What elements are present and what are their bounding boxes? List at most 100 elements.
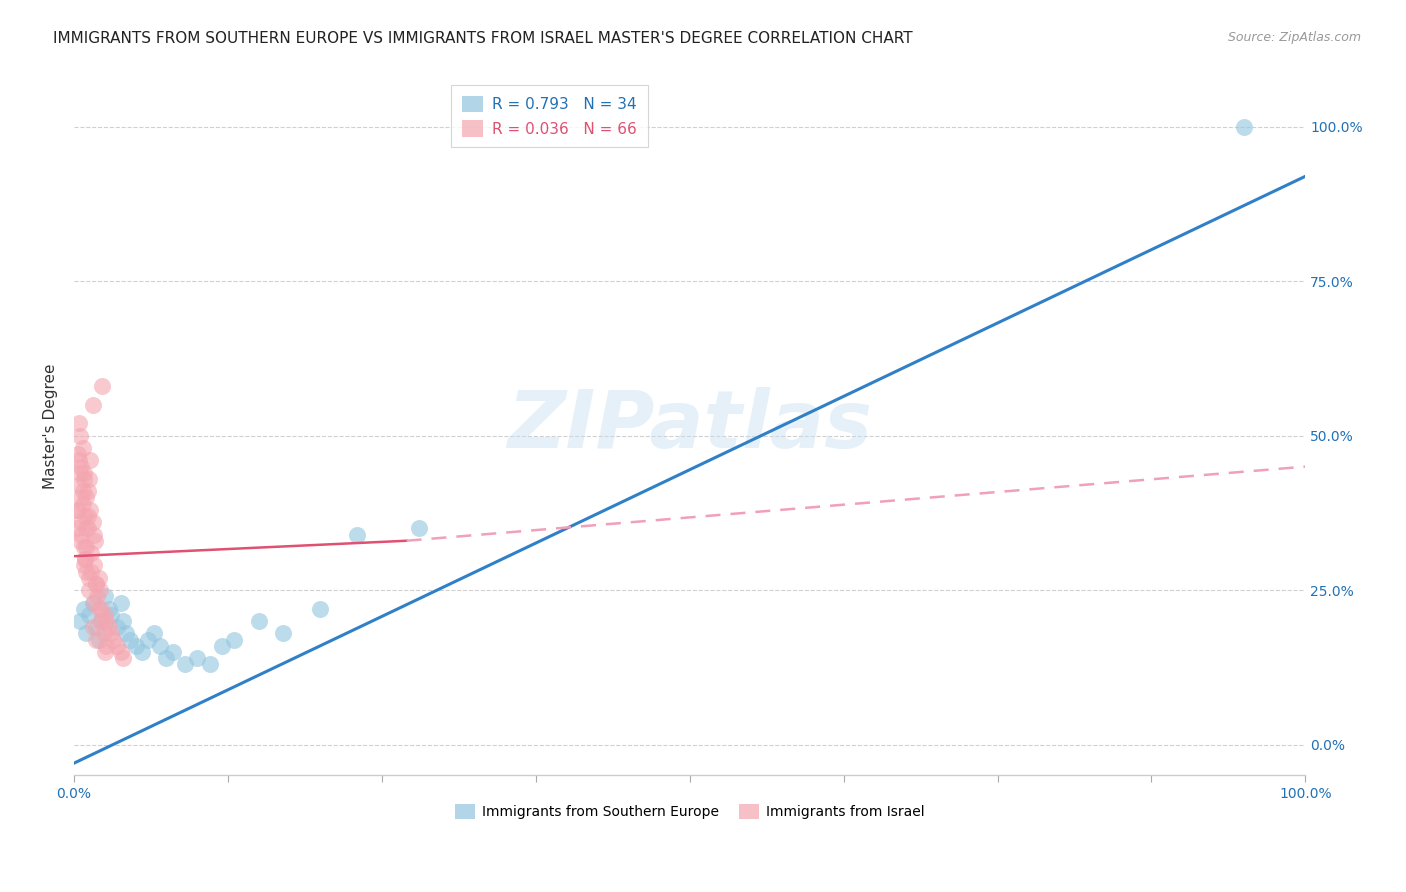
Point	[72, 441, 94, 455]
Point	[67, 478, 90, 492]
Point	[149, 639, 172, 653]
Point	[82, 620, 104, 634]
Text: IMMIGRANTS FROM SOUTHERN EUROPE VS IMMIGRANTS FROM ISRAEL MASTER'S DEGREE CORREL: IMMIGRANTS FROM SOUTHERN EUROPE VS IMMIG…	[53, 31, 912, 46]
Point	[70, 491, 93, 505]
Point	[136, 632, 159, 647]
Y-axis label: Master's Degree: Master's Degree	[44, 364, 58, 489]
Point	[90, 601, 112, 615]
Point	[77, 607, 100, 622]
Point	[124, 639, 146, 653]
Point	[83, 595, 105, 609]
Point	[83, 527, 105, 541]
Point	[66, 503, 89, 517]
Point	[69, 428, 91, 442]
Point	[84, 577, 107, 591]
Point	[97, 601, 120, 615]
Point	[70, 515, 93, 529]
Point	[77, 571, 100, 585]
Point	[118, 632, 141, 647]
Point	[112, 614, 135, 628]
Legend: Immigrants from Southern Europe, Immigrants from Israel: Immigrants from Southern Europe, Immigra…	[450, 798, 929, 824]
Point	[73, 466, 96, 480]
Point	[83, 558, 105, 573]
Point	[89, 583, 111, 598]
Point	[309, 601, 332, 615]
Point	[75, 552, 97, 566]
Point	[90, 614, 112, 628]
Point	[84, 632, 107, 647]
Point	[90, 614, 112, 628]
Point	[79, 453, 101, 467]
Point	[77, 472, 100, 486]
Point	[82, 515, 104, 529]
Point	[80, 546, 103, 560]
Point	[97, 620, 120, 634]
Point	[100, 607, 122, 622]
Point	[408, 521, 430, 535]
Point	[114, 626, 136, 640]
Point	[70, 527, 93, 541]
Point	[65, 503, 87, 517]
Point	[186, 651, 208, 665]
Point	[75, 552, 97, 566]
Point	[69, 533, 91, 548]
Point	[75, 521, 97, 535]
Point	[1233, 120, 1256, 134]
Point	[174, 657, 197, 672]
Point	[75, 509, 97, 524]
Point	[110, 595, 132, 609]
Point	[155, 651, 177, 665]
Point	[75, 626, 97, 640]
Point	[75, 565, 97, 579]
Point	[94, 590, 117, 604]
Point	[86, 590, 108, 604]
Point	[93, 626, 115, 640]
Point	[80, 565, 103, 579]
Point	[94, 645, 117, 659]
Point	[73, 540, 96, 554]
Point	[131, 645, 153, 659]
Point	[75, 491, 97, 505]
Point	[66, 447, 89, 461]
Point	[70, 459, 93, 474]
Point	[143, 626, 166, 640]
Point	[94, 607, 117, 622]
Point	[84, 577, 107, 591]
Point	[73, 601, 96, 615]
Text: ZIPatlas: ZIPatlas	[508, 387, 872, 466]
Point	[273, 626, 295, 640]
Point	[69, 614, 91, 628]
Text: Source: ZipAtlas.com: Source: ZipAtlas.com	[1227, 31, 1361, 45]
Point	[105, 639, 128, 653]
Point	[76, 484, 98, 499]
Point	[91, 379, 114, 393]
Point	[100, 626, 122, 640]
Point	[87, 601, 110, 615]
Point	[87, 571, 110, 585]
Point	[72, 484, 94, 499]
Point	[76, 509, 98, 524]
Point	[224, 632, 246, 647]
Point	[82, 595, 104, 609]
Point	[67, 417, 90, 431]
Point	[110, 645, 132, 659]
Point	[346, 527, 368, 541]
Point	[94, 614, 117, 628]
Point	[94, 639, 117, 653]
Point	[84, 620, 107, 634]
Point	[79, 503, 101, 517]
Point	[67, 453, 90, 467]
Point	[82, 398, 104, 412]
Point	[211, 639, 233, 653]
Point	[247, 614, 270, 628]
Point	[72, 497, 94, 511]
Point	[87, 632, 110, 647]
Point	[65, 521, 87, 535]
Point	[69, 466, 91, 480]
Point	[162, 645, 184, 659]
Point	[73, 558, 96, 573]
Point	[76, 521, 98, 535]
Point	[73, 472, 96, 486]
Point	[75, 540, 97, 554]
Point	[105, 620, 128, 634]
